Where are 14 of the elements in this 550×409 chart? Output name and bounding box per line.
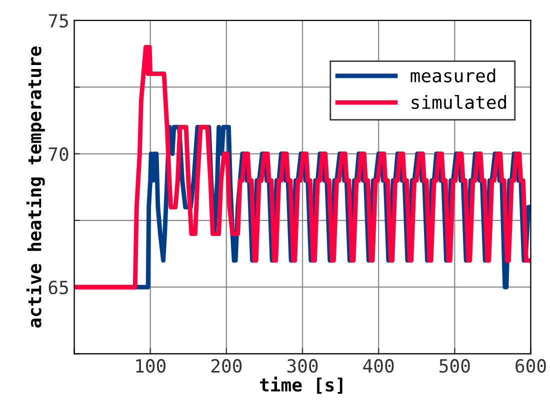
x-axis-title: time [s] bbox=[260, 376, 342, 394]
line-series bbox=[74, 44, 531, 290]
y-axis-title: active heating temperature bbox=[26, 46, 45, 328]
y-tick-label: 70 bbox=[48, 147, 68, 161]
x-tick-label: 600 bbox=[516, 359, 546, 373]
y-tick-label: 65 bbox=[48, 280, 68, 294]
y-tick-label: 75 bbox=[48, 14, 68, 28]
x-tick-label: 200 bbox=[211, 359, 242, 373]
x-tick-label: 300 bbox=[287, 359, 318, 373]
x-tick-label: 100 bbox=[136, 359, 166, 373]
x-tick-label: 400 bbox=[363, 359, 394, 373]
x-tick-label: 500 bbox=[440, 359, 470, 373]
legend-label: measured bbox=[410, 68, 496, 82]
legend-label: simulated bbox=[412, 94, 506, 110]
